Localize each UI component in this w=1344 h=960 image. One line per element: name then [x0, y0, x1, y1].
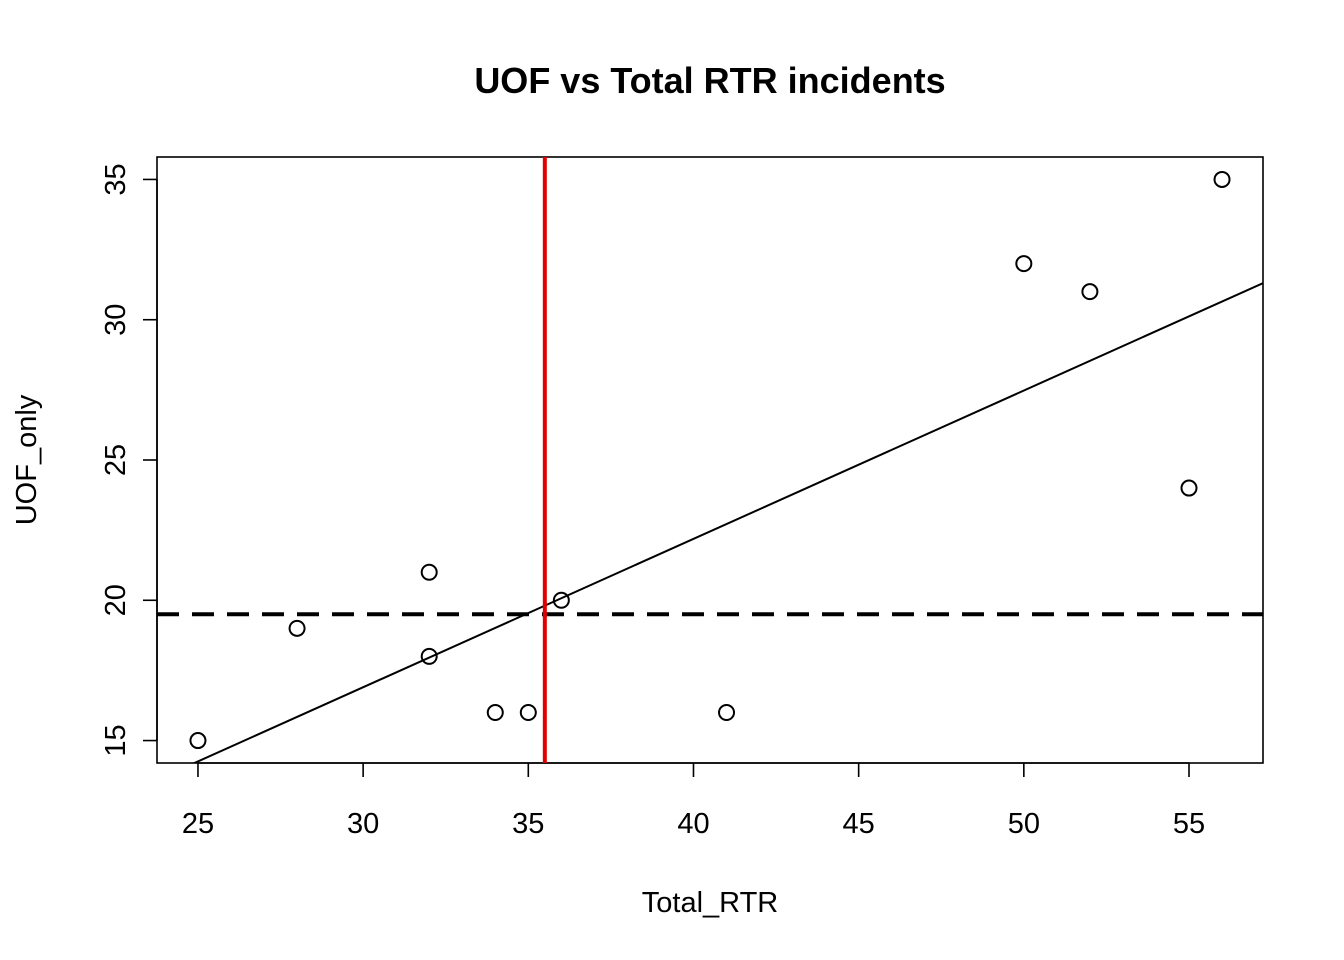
data-point: [1213, 170, 1231, 188]
regression-line: [192, 282, 1263, 763]
y-axis-label: UOF_only: [11, 394, 43, 525]
data-point: [1015, 255, 1033, 273]
data-point: [420, 647, 438, 665]
data-point: [189, 732, 207, 750]
y-tick-label: 30: [100, 304, 132, 336]
data-point: [288, 619, 306, 637]
x-tick-label: 50: [1008, 808, 1040, 840]
data-point: [718, 704, 736, 721]
x-tick-label: 55: [1173, 808, 1205, 840]
data-point: [486, 704, 504, 721]
data-point: [1081, 283, 1099, 301]
x-tick-label: 35: [512, 808, 544, 840]
plot-frame: [156, 156, 1264, 764]
data-point: [519, 704, 537, 721]
x-axis-label: Total_RTR: [642, 887, 778, 919]
plot-area: 25 30 35 40 45 50 55 15 20 25 30 35: [100, 156, 1264, 840]
chart-title: UOF vs Total RTR incidents: [474, 60, 945, 101]
data-point: [552, 591, 570, 609]
data-point: [1180, 479, 1198, 497]
x-tick-label: 45: [843, 808, 875, 840]
x-tick-label: 40: [677, 808, 709, 840]
x-tick-label: 30: [347, 808, 379, 840]
y-tick-label: 20: [100, 584, 132, 616]
y-tick-label: 25: [100, 444, 132, 476]
data-point: [420, 563, 438, 581]
x-tick-label: 25: [182, 808, 214, 840]
y-tick-label: 15: [100, 724, 132, 756]
y-tick-label: 35: [100, 163, 132, 195]
